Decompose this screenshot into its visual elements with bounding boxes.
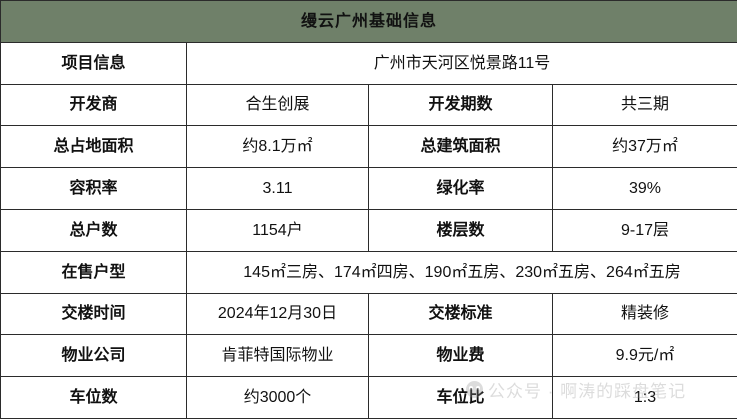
row-label-total-units: 总户数 bbox=[0, 208, 187, 252]
row-label-property-company: 物业公司 bbox=[0, 334, 187, 378]
table-title: 缦云广州基础信息 bbox=[0, 0, 737, 43]
row-label-floors: 楼层数 bbox=[368, 208, 553, 252]
row-label-parking-ratio: 车位比 bbox=[368, 376, 553, 419]
row-value-phases: 共三期 bbox=[551, 83, 737, 127]
row-label-handover-date: 交楼时间 bbox=[0, 292, 187, 336]
row-label-green-ratio: 绿化率 bbox=[368, 167, 553, 210]
row-value-green-ratio: 39% bbox=[551, 167, 737, 210]
table-row: 在售户型 145㎡三房、174㎡四房、190㎡五房、230㎡五房、264㎡五房 bbox=[0, 250, 737, 294]
row-label-plot-ratio: 容积率 bbox=[0, 167, 187, 210]
table-row: 容积率 3.11 绿化率 39% bbox=[0, 167, 737, 210]
row-value-plot-ratio: 3.11 bbox=[186, 167, 369, 210]
row-label-property-fee: 物业费 bbox=[368, 334, 553, 378]
table-row: 项目信息 广州市天河区悦景路11号 bbox=[0, 41, 737, 85]
table-row: 开发商 合生创展 开发期数 共三期 bbox=[0, 83, 737, 127]
row-value-site-area: 约8.1万㎡ bbox=[186, 125, 369, 169]
row-value-developer: 合生创展 bbox=[186, 83, 369, 127]
row-value-unit-types: 145㎡三房、174㎡四房、190㎡五房、230㎡五房、264㎡五房 bbox=[185, 250, 737, 294]
table-title-row: 缦云广州基础信息 bbox=[0, 0, 737, 43]
row-value-property-company: 肯菲特国际物业 bbox=[186, 334, 369, 378]
row-value-handover-date: 2024年12月30日 bbox=[186, 292, 369, 336]
row-label-unit-types: 在售户型 bbox=[0, 250, 187, 294]
row-value-floor-area: 约37万㎡ bbox=[551, 125, 737, 169]
row-value-project-address: 广州市天河区悦景路11号 bbox=[185, 41, 737, 85]
table-row: 总户数 1154户 楼层数 9-17层 bbox=[0, 208, 737, 252]
table-row: 交楼时间 2024年12月30日 交楼标准 精装修 bbox=[0, 292, 737, 336]
row-value-parking-ratio: 1:3 bbox=[551, 376, 737, 419]
row-value-handover-standard: 精装修 bbox=[551, 292, 737, 336]
row-label-parking-count: 车位数 bbox=[0, 376, 187, 419]
row-label-floor-area: 总建筑面积 bbox=[368, 125, 553, 169]
table-row: 总占地面积 约8.1万㎡ 总建筑面积 约37万㎡ bbox=[0, 125, 737, 169]
table-row: 车位数 约3000个 车位比 1:3 bbox=[0, 376, 737, 419]
row-label-project-info: 项目信息 bbox=[0, 41, 187, 85]
row-value-parking-count: 约3000个 bbox=[186, 376, 369, 419]
table-row: 物业公司 肯菲特国际物业 物业费 9.9元/㎡ bbox=[0, 334, 737, 378]
row-value-property-fee: 9.9元/㎡ bbox=[551, 334, 737, 378]
row-value-total-units: 1154户 bbox=[186, 208, 369, 252]
row-label-phases: 开发期数 bbox=[368, 83, 553, 127]
row-value-floors: 9-17层 bbox=[551, 208, 737, 252]
row-label-developer: 开发商 bbox=[0, 83, 187, 127]
row-label-handover-standard: 交楼标准 bbox=[368, 292, 553, 336]
row-label-site-area: 总占地面积 bbox=[0, 125, 187, 169]
